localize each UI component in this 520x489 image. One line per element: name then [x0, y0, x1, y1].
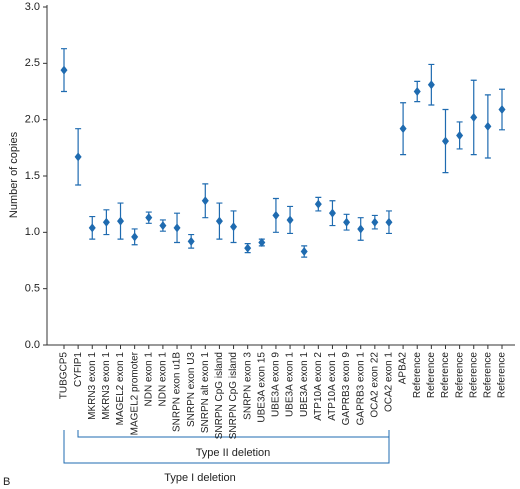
marker	[258, 237, 266, 247]
marker	[357, 224, 365, 234]
x-tick-label: TUBGCP5	[59, 352, 70, 400]
marker	[173, 223, 181, 233]
y-tick-label: 1.5	[25, 170, 40, 182]
marker	[441, 136, 449, 146]
type-i-label: Type I deletion	[164, 472, 236, 484]
x-tick-label: NDN exon 1	[143, 352, 154, 407]
x-tick-label: Reference	[483, 352, 494, 399]
x-tick-label: Reference	[454, 352, 465, 399]
x-tick-label: SNRPN exon U3	[186, 352, 197, 427]
x-tick-label: UBE3A exon 9	[271, 352, 282, 417]
marker	[74, 152, 82, 162]
x-tick-label: Reference	[440, 352, 451, 399]
marker	[300, 246, 308, 256]
x-tick-label: SNRPN exon u1B	[172, 352, 183, 432]
y-tick-label: 2.5	[25, 57, 40, 69]
x-tick-label: UBE3A exon 1	[285, 352, 296, 417]
marker	[145, 213, 153, 223]
x-tick-label: Reference	[426, 352, 437, 399]
x-tick-label: CYFIP1	[73, 352, 84, 387]
x-tick-label: UBE3A exon 15	[256, 352, 267, 423]
x-tick-label: SNRPN alt exon 1	[200, 352, 211, 434]
marker	[272, 210, 280, 220]
x-tick-label: Reference	[468, 352, 479, 399]
marker	[371, 217, 379, 227]
x-tick-label: NDN exon 1	[158, 352, 169, 407]
marker	[117, 216, 125, 226]
x-tick-label: MKRN3 exon 1	[87, 352, 98, 420]
x-tick-label: APBA2	[398, 352, 409, 385]
marker	[343, 217, 351, 227]
marker	[159, 221, 167, 231]
marker	[498, 105, 506, 115]
marker	[88, 223, 96, 233]
marker	[102, 217, 110, 227]
x-tick-label: OCA2 exon 22	[369, 352, 380, 418]
y-tick-label: 3.0	[25, 1, 40, 13]
x-tick-label: Reference	[412, 352, 423, 399]
marker	[187, 236, 195, 246]
type-i-bracket	[63, 430, 390, 464]
x-tick-label: SNRPN exon 3	[242, 352, 253, 420]
panel-label: B	[3, 476, 10, 488]
marker	[484, 121, 492, 131]
x-tick-label: ATP10A exon 2	[313, 352, 324, 421]
marker	[131, 232, 139, 242]
x-tick-label: OCA2 exon 1	[384, 352, 395, 412]
x-tick-label: SNRPN CpG island	[228, 352, 239, 439]
y-tick-label: 0.5	[25, 283, 40, 295]
marker	[470, 112, 478, 122]
y-tick-label: 2.0	[25, 114, 40, 126]
x-tick-label: SNRPN CpG island	[214, 352, 225, 439]
marker	[456, 130, 464, 140]
type-ii-label: Type II deletion	[196, 447, 271, 459]
y-tick-label: 0.0	[25, 339, 40, 351]
marker	[427, 80, 435, 90]
x-tick-label: GAPRB3 exon 9	[341, 352, 352, 426]
marker	[314, 199, 322, 209]
marker	[230, 222, 238, 232]
marker	[286, 215, 294, 225]
marker	[399, 124, 407, 134]
marker	[201, 196, 209, 206]
marker	[60, 65, 68, 75]
marker	[413, 87, 421, 96]
x-tick-label: Reference	[497, 352, 508, 399]
y-axis-label: Number of copies	[8, 131, 20, 218]
marker	[215, 216, 223, 226]
marker	[244, 243, 252, 253]
x-tick-label: MAGEL2 exon 1	[115, 352, 126, 426]
y-tick-label: 1.0	[25, 226, 40, 238]
marker	[328, 208, 336, 218]
x-tick-label: ATP10A exon 1	[327, 352, 338, 421]
marker	[385, 217, 393, 227]
x-tick-label: GAPRB3 exon 1	[355, 352, 366, 426]
x-tick-label: UBE3A exon 1	[299, 352, 310, 417]
x-tick-label: MKRN3 exon 1	[101, 352, 112, 420]
x-tick-label: MAGEL2 promoter	[129, 351, 140, 435]
